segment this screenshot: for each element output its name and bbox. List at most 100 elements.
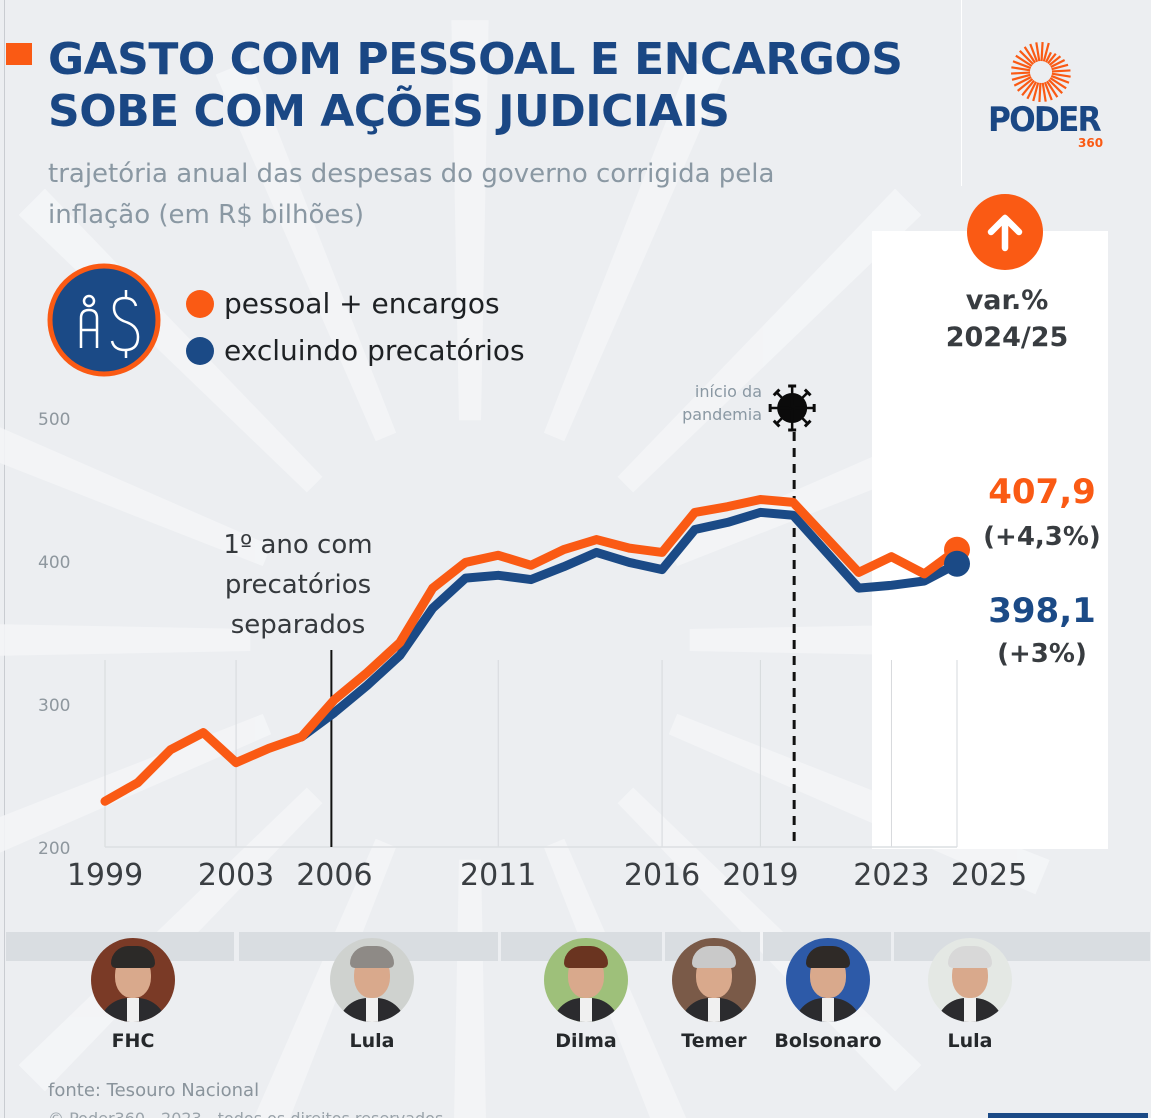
legend-label: excluindo precatórios	[224, 334, 525, 367]
sunburst-ray	[1042, 42, 1050, 62]
end-change-pessoal: (+4,3%)	[983, 522, 1101, 552]
background-ray	[451, 20, 489, 421]
sunburst-ray	[1011, 66, 1031, 72]
logo-word: PODER	[988, 100, 1102, 140]
end-value-excluindo: 398,1	[988, 591, 1096, 631]
bottom-bar	[988, 1113, 1148, 1118]
legend-dot-orange	[186, 289, 214, 318]
background-ray	[0, 427, 272, 567]
sunburst-ray	[1019, 50, 1034, 65]
sunburst-ray	[1050, 74, 1070, 84]
sunburst-ray	[1029, 43, 1039, 63]
sunburst-ray	[1048, 79, 1063, 94]
subtitle-line-2: inflação (em R$ bilhões)	[48, 200, 365, 230]
arrow-up-icon	[987, 214, 1023, 252]
precatorios-annotation-line-1: 1º ano com	[223, 530, 372, 560]
title-line-2: SOBE COM AÇÕES JUDICIAIS	[48, 86, 730, 137]
president-name: Lula	[947, 1030, 993, 1052]
annotations: 1º ano com precatórios separados início …	[223, 382, 816, 847]
logo-divider	[961, 0, 962, 186]
accent-square	[6, 43, 32, 65]
sunburst-ray	[1045, 51, 1052, 63]
variation-label-line-1: var.%	[965, 285, 1049, 316]
x-axis-ticks: 1999 2003 2006 2011 2016 2019 2023 2025	[67, 858, 1027, 893]
sunburst-ray	[1041, 82, 1047, 102]
sunburst-ray	[1040, 41, 1044, 62]
series-lines	[100, 495, 970, 806]
president-card: Bolsonaro	[768, 938, 888, 1052]
president-name: FHC	[111, 1030, 155, 1052]
variation-badge	[967, 194, 1043, 270]
precatorios-annotation-line-3: separados	[231, 610, 366, 640]
sunburst-ray	[1051, 63, 1069, 71]
person-money-icon	[47, 263, 161, 377]
legend: pessoal + encargos excluindo precatórios	[186, 280, 525, 374]
legend-dot-navy	[186, 336, 214, 365]
sunburst-ray	[1051, 72, 1071, 78]
background-ray	[253, 838, 397, 1118]
background-ray	[668, 713, 1050, 895]
sunburst-ray	[1048, 55, 1062, 66]
sunburst-ray	[1038, 82, 1042, 103]
gridlines	[104, 660, 958, 848]
sunburst-ray	[1032, 82, 1040, 102]
sunburst-ray	[1050, 58, 1066, 68]
president-portrait	[928, 938, 1012, 1022]
frame-border	[4, 0, 5, 1118]
x-tick-label: 2003	[198, 858, 274, 893]
virus-icon	[768, 384, 816, 432]
president-card: Temer	[654, 938, 774, 1052]
pandemic-annotation-line-2: pandemia	[682, 405, 762, 424]
sunburst-ray	[1043, 81, 1053, 101]
sunburst-ray	[1016, 78, 1034, 92]
y-tick-label: 500	[38, 410, 70, 430]
precatorios-annotation-line-2: precatórios	[225, 570, 371, 600]
legend-label: pessoal + encargos	[224, 287, 500, 320]
copyright-note: © Poder360 - 2023 - todos os direitos re…	[48, 1108, 443, 1118]
legend-item-pessoal: pessoal + encargos	[186, 280, 525, 327]
variation-panel	[872, 231, 1108, 849]
sunburst-icon	[1010, 41, 1071, 103]
x-tick-label: 2023	[853, 858, 929, 893]
pandemic-annotation-line-1: início da	[695, 382, 762, 401]
president-portrait	[544, 938, 628, 1022]
president-card: Lula	[312, 938, 432, 1052]
x-tick-label: 1999	[67, 858, 143, 893]
end-value-pessoal: 407,9	[988, 472, 1096, 512]
president-card: Dilma	[526, 938, 646, 1052]
sunburst-ray	[1035, 42, 1041, 62]
source-note: fonte: Tesouro Nacional	[48, 1080, 260, 1101]
president-portrait	[786, 938, 870, 1022]
line-chart: 200 300 400 500 1999 2003 2006 2011 2016 2019 202…	[38, 382, 1101, 893]
sunburst-ray	[1013, 76, 1032, 87]
background-ray	[617, 188, 922, 493]
sunburst-ray	[1026, 81, 1037, 100]
sunburst-ray	[1047, 53, 1057, 65]
sunburst-ray	[1023, 46, 1036, 64]
page-title: GASTO COM PESSOAL E ENCARGOS SOBE COM AÇ…	[48, 34, 903, 138]
x-tick-label: 2011	[460, 858, 536, 893]
sunburst-ray	[1015, 54, 1033, 67]
president-portrait	[91, 938, 175, 1022]
president-name: Lula	[349, 1030, 395, 1052]
series-line-pessoal	[100, 495, 962, 806]
endpoint-marker-excluindo	[944, 550, 970, 577]
president-name: Temer	[681, 1030, 747, 1052]
sunburst-ray	[1011, 73, 1031, 81]
background-ray	[543, 60, 725, 442]
president-card: Lula	[910, 938, 1030, 1052]
president-portrait	[330, 938, 414, 1022]
end-change-excluindo: (+3%)	[997, 639, 1087, 669]
president-name: Bolsonaro	[774, 1030, 882, 1052]
legend-item-excluindo: excluindo precatórios	[186, 327, 525, 374]
y-tick-label: 200	[38, 839, 70, 859]
subtitle-line-1: trajetória anual das despesas do governo…	[48, 159, 775, 189]
x-tick-label: 2019	[722, 858, 798, 893]
series-line-excluindo	[297, 507, 962, 742]
background-ray	[454, 859, 486, 1118]
sunburst-ray	[1051, 69, 1071, 73]
sunburst-ray	[1046, 80, 1059, 98]
x-tick-label: 2025	[951, 858, 1027, 893]
title-line-1: GASTO COM PESSOAL E ENCARGOS	[48, 34, 903, 85]
variation-label-line-2: 2024/25	[945, 322, 1069, 353]
